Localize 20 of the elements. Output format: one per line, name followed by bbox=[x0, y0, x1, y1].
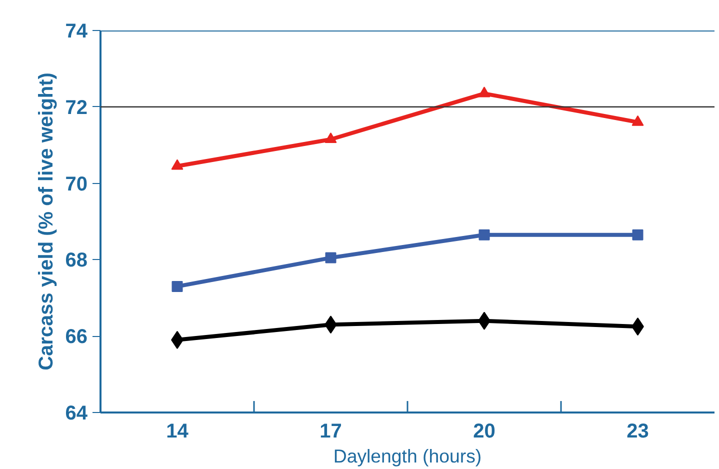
y-tick-label: 68 bbox=[65, 250, 88, 272]
y-tick-label: 64 bbox=[65, 402, 88, 424]
point bbox=[478, 229, 490, 240]
y-tick-label: 66 bbox=[65, 326, 88, 348]
x-tick-label: 23 bbox=[626, 420, 649, 442]
point bbox=[172, 280, 183, 292]
y-axis-title: Carcass yield (% of live weight) bbox=[35, 72, 58, 370]
x-tick-label: 17 bbox=[320, 420, 342, 442]
point bbox=[632, 229, 644, 240]
point bbox=[632, 115, 644, 126]
y-tick-label: 70 bbox=[65, 173, 88, 196]
point bbox=[171, 159, 184, 170]
y-tick-label: 74 bbox=[65, 20, 88, 42]
x-axis-title: Daylength (hours) bbox=[333, 446, 482, 466]
y-tick-label: 72 bbox=[65, 96, 88, 119]
point bbox=[324, 132, 337, 144]
x-tick-label: 14 bbox=[166, 420, 190, 442]
point bbox=[325, 252, 336, 264]
x-tick-label: 20 bbox=[473, 420, 496, 442]
point bbox=[478, 86, 490, 98]
